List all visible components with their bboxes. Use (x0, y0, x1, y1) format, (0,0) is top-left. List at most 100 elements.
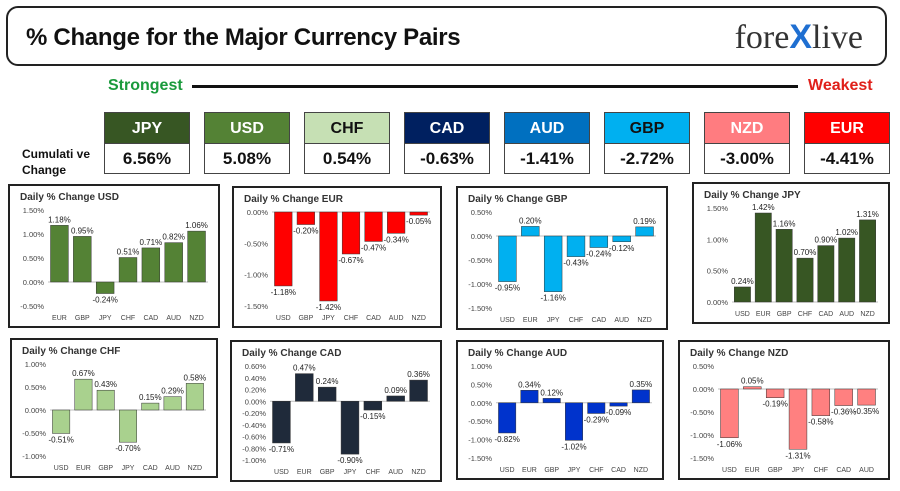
chart-title: Daily % Change CHF (22, 346, 121, 357)
y-tick-label: 1.00% (471, 362, 493, 371)
bar-jpy (565, 402, 583, 441)
data-label: -0.67% (338, 256, 363, 265)
x-tick-label: CHF (569, 317, 583, 324)
data-label: -0.34% (383, 235, 408, 244)
x-tick-label: JPY (792, 467, 805, 474)
currency-box-usd: USD 5.08% (204, 112, 290, 174)
data-label: -0.12% (609, 244, 634, 253)
currency-box-cad: CAD -0.63% (404, 112, 490, 174)
y-tick-label: 0.50% (471, 380, 493, 389)
x-tick-label: EUR (522, 467, 537, 474)
currency-cumulative-value: -4.41% (820, 149, 874, 168)
data-label: -1.18% (271, 288, 296, 297)
x-tick-label: NZD (637, 317, 651, 324)
title-box: % Change for the Major Currency Pairs fo… (6, 6, 887, 66)
chart-title: Daily % Change USD (20, 192, 119, 203)
bar-cad (609, 402, 628, 407)
y-tick-label: 1.00% (23, 230, 45, 239)
x-tick-label: GBP (320, 469, 335, 476)
chart-panel: Daily % Change CAD 0.60% 0.40% 0.20% 0.00% -0… (230, 340, 442, 482)
y-tick-label: -0.50% (244, 239, 268, 248)
data-label: -1.16% (540, 294, 565, 303)
data-label: 1.31% (856, 210, 879, 219)
currency-cumulative-value: 0.54% (322, 149, 372, 168)
bar-nzd (631, 389, 650, 404)
x-tick-label: CAD (143, 315, 158, 322)
currency-code: CHF (305, 113, 389, 144)
x-tick-label: CHF (814, 467, 828, 474)
x-tick-label: EUR (756, 311, 771, 318)
x-tick-label: JPY (322, 315, 335, 322)
data-label: -0.15% (360, 412, 385, 421)
x-tick-label: GBP (777, 311, 792, 318)
bar-aud (612, 235, 631, 243)
x-tick-label: CAD (143, 465, 158, 472)
x-tick-label: CAD (836, 467, 851, 474)
data-label: -0.29% (584, 415, 609, 424)
chart-title: Daily % Change AUD (468, 348, 568, 359)
currency-code: JPY (105, 113, 189, 144)
chart-panel: Daily % Change NZD 0.50% 0.00% -0.50% -1.00%… (678, 340, 890, 480)
bar-gbp (96, 389, 115, 411)
data-label: -0.58% (808, 418, 833, 427)
bar-chf (587, 402, 606, 414)
y-tick-label: 0.00% (247, 208, 269, 217)
cumulative-label-line1: Cumulati ve (22, 147, 91, 161)
x-tick-label: USD (722, 467, 737, 474)
y-tick-label: 1.00% (707, 235, 729, 244)
bar-usd (498, 402, 517, 434)
bar-usd (498, 235, 517, 282)
y-tick-label: 0.50% (471, 208, 493, 217)
data-label: -0.82% (494, 435, 519, 444)
strength-arrow-line (192, 85, 798, 88)
data-label: -0.24% (586, 250, 611, 259)
data-label: 0.05% (741, 377, 764, 386)
bar-nzd (409, 379, 428, 402)
x-tick-label: NZD (860, 311, 874, 318)
bar-nzd (859, 219, 876, 303)
data-label: 0.51% (117, 248, 140, 257)
currency-box-jpy: JPY 6.56% (104, 112, 190, 174)
y-tick-label: 0.00% (471, 399, 493, 408)
data-label: -0.09% (606, 408, 631, 417)
currency-code: GBP (605, 113, 689, 144)
data-label: 1.42% (752, 203, 775, 212)
bar-jpy (95, 281, 115, 294)
x-tick-label: NZD (411, 469, 425, 476)
data-label: 0.15% (139, 393, 162, 402)
x-tick-label: AUD (839, 311, 854, 318)
y-tick-label: 0.50% (23, 254, 45, 263)
y-tick-label: -1.50% (690, 454, 714, 463)
bar-aud (838, 237, 856, 303)
y-tick-label: -0.50% (468, 256, 492, 265)
x-tick-label: CHF (121, 315, 135, 322)
currency-cumulative-value: -2.72% (620, 149, 674, 168)
y-tick-label: 1.50% (23, 206, 45, 215)
bar-gbp (73, 236, 92, 283)
y-tick-label: 0.20% (245, 386, 267, 395)
bar-nzd (187, 230, 206, 283)
data-label: -0.19% (762, 400, 787, 409)
y-tick-label: 0.60% (245, 362, 267, 371)
bar-eur (50, 225, 69, 283)
bar-cad (834, 388, 853, 406)
bar-cad (141, 402, 160, 411)
x-tick-label: NZD (188, 465, 202, 472)
y-tick-label: -1.00% (468, 436, 492, 445)
data-label: 0.09% (384, 386, 407, 395)
chart-title: Daily % Change CAD (242, 348, 342, 359)
bar-cad (364, 211, 383, 242)
bar-aud (386, 395, 405, 402)
currency-cumulative-value: -0.63% (420, 149, 474, 168)
bar-gbp (775, 229, 793, 303)
currency-code: NZD (705, 113, 789, 144)
data-label: -0.95% (495, 284, 520, 293)
bar-chf (796, 257, 814, 303)
x-tick-label: JPY (344, 469, 357, 476)
data-label: 1.02% (835, 228, 858, 237)
x-tick-label: EUR (76, 465, 91, 472)
chart-panel: Daily % Change JPY 1.50% 1.00% 0.50% 0.00% 0.… (692, 182, 890, 324)
strongest-label: Strongest (108, 77, 183, 94)
y-tick-label: 0.40% (245, 374, 267, 383)
x-tick-label: GBP (768, 467, 783, 474)
